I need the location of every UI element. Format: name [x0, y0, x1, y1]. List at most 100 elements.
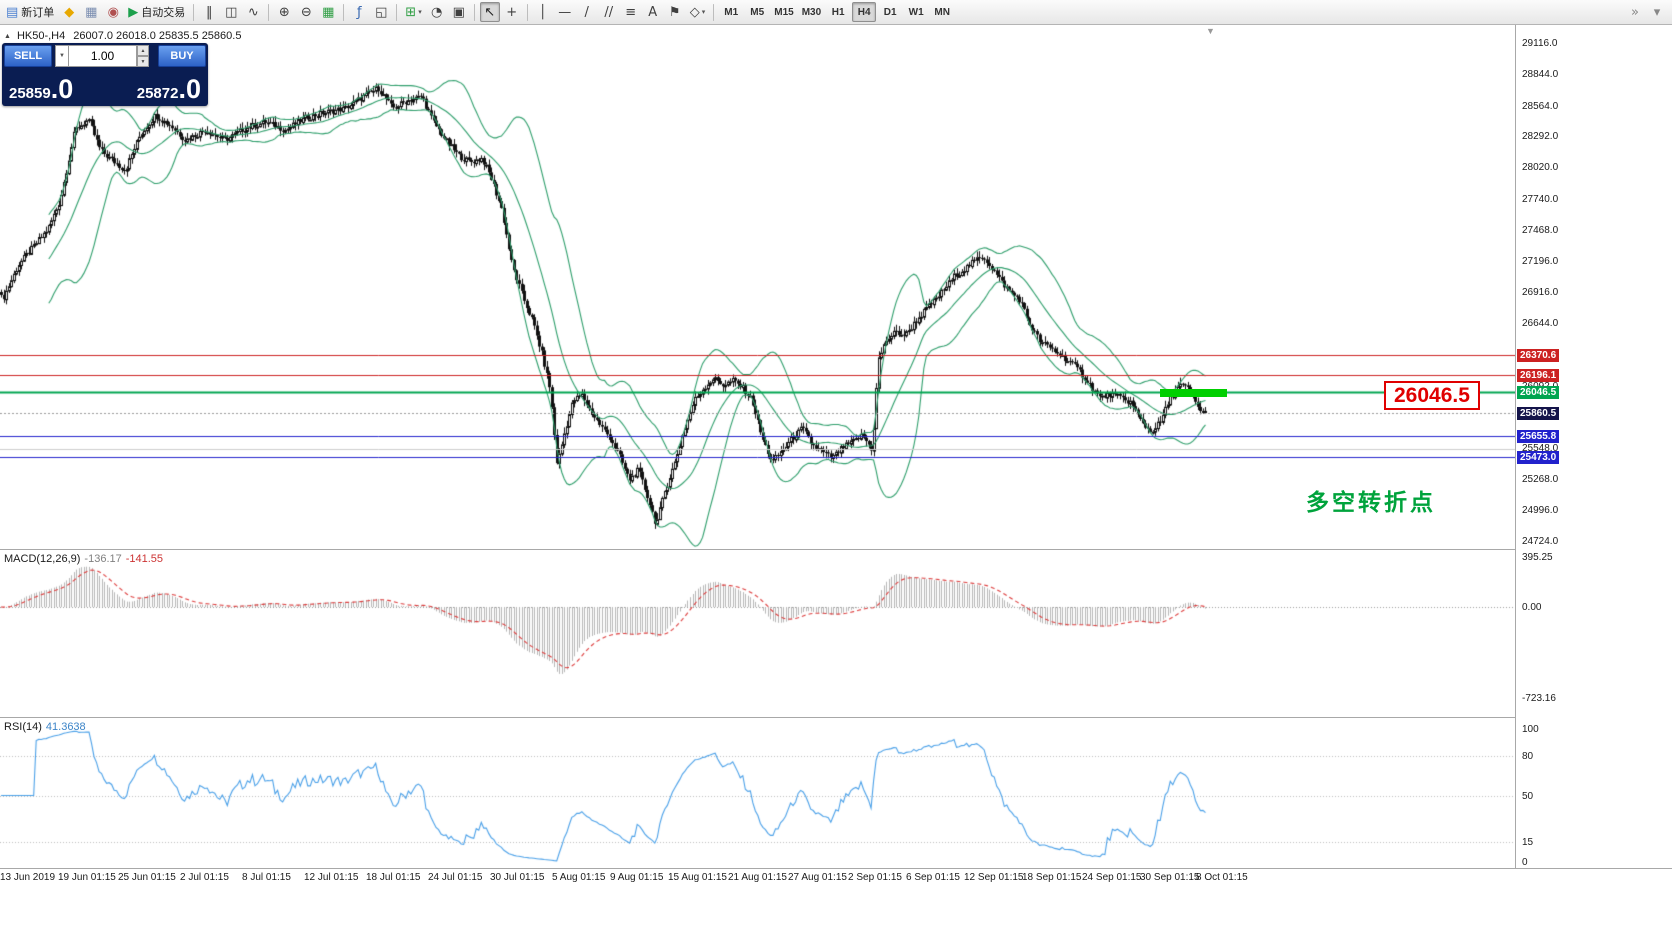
timeframe-h1[interactable]: H1 — [831, 6, 845, 18]
tile-windows-icon-glyph: ◱ — [375, 4, 388, 20]
timeframe-h4[interactable]: H4 — [852, 2, 877, 22]
toolbar-overflow-icon[interactable]: » — [1631, 4, 1639, 20]
volume-decrease-button[interactable]: ▼ — [137, 56, 149, 67]
date-label: 30 Jul 01:15 — [490, 872, 545, 883]
macd-axis-label: 0.00 — [1522, 602, 1542, 613]
text-icon[interactable]: A — [643, 2, 663, 22]
price-line-tag: 25473.0 — [1517, 450, 1560, 464]
trend-note-text[interactable]: 多空转折点 — [1306, 489, 1436, 515]
date-label: 12 Sep 01:15 — [964, 872, 1024, 883]
trendline-icon[interactable]: / — [577, 2, 597, 22]
pivot-highlight-segment[interactable] — [1160, 389, 1227, 397]
date-label: 19 Jun 01:15 — [58, 872, 116, 883]
auto-trade-grid-icon[interactable]: ▦ — [318, 2, 338, 22]
one-click-collapse-icon[interactable]: ▲ — [4, 32, 11, 40]
panel-separator[interactable] — [0, 717, 1672, 718]
add-object-icon[interactable]: ⊞ ▾ — [402, 2, 424, 22]
chart-ohlc-text: 26007.0 26018.0 25835.5 25860.5 — [73, 30, 242, 42]
rsi-axis-label: 15 — [1522, 837, 1534, 849]
macd-canvas[interactable] — [0, 550, 1515, 717]
rsi-canvas[interactable] — [0, 718, 1515, 868]
dropdown-caret-icon: ▾ — [418, 9, 422, 16]
horizontal-line-icon[interactable]: — — [555, 2, 575, 22]
chart-properties-icon-glyph: ▣ — [452, 4, 465, 20]
vertical-line-icon[interactable]: │ — [533, 2, 553, 22]
date-label: 24 Jul 01:15 — [428, 872, 483, 883]
price-line-tag: 26046.5 — [1517, 385, 1560, 399]
line-chart-icon[interactable]: ∿ — [243, 2, 263, 22]
shapes-icon[interactable]: ◇ ▾ — [687, 2, 709, 22]
terminal-icon[interactable]: ▦ — [81, 2, 101, 22]
text-icon-glyph: A — [648, 4, 658, 20]
chart-properties-icon[interactable]: ▣ — [449, 2, 469, 22]
cursor-icon[interactable]: ↖ — [479, 2, 500, 22]
price-line-tag: 25655.8 — [1517, 429, 1560, 443]
community-icon-glyph: ◉ — [107, 4, 119, 20]
date-label: 18 Sep 01:15 — [1022, 872, 1082, 883]
crosshair-icon[interactable]: + — [502, 2, 522, 22]
macd-axis-label: -723.16 — [1522, 693, 1556, 705]
auto-trade-grid-icon-glyph: ▦ — [322, 4, 335, 20]
community-icon[interactable]: ◉ — [103, 2, 123, 22]
autotrading-button[interactable]: ▶ 自动交易 — [128, 4, 186, 20]
fibonacci-icon[interactable]: ≡ — [621, 2, 641, 22]
timeframe-m1[interactable]: M1 — [724, 6, 739, 18]
date-label: 6 Sep 01:15 — [906, 872, 960, 883]
date-label: 27 Aug 01:15 — [788, 872, 847, 883]
volume-stepper: ▲ ▼ — [137, 45, 149, 67]
shapes-icon-glyph: ◇ — [689, 4, 700, 20]
text-label-icon[interactable]: ⚑ — [665, 2, 685, 22]
period-clock-icon[interactable]: ◔ — [427, 2, 447, 22]
macd-axis-label: 395.25 — [1522, 552, 1553, 563]
chart-shift-icon[interactable]: ▼ — [1206, 26, 1215, 36]
new-order-glyph: ▤ — [6, 4, 19, 20]
volume-increase-button[interactable]: ▲ — [137, 45, 149, 56]
fibonacci-icon-glyph: ≡ — [625, 4, 637, 20]
period-clock-icon-glyph: ◔ — [431, 4, 443, 20]
toolbar-separator — [343, 3, 345, 21]
bar-chart-icon[interactable]: ‖ — [199, 2, 219, 22]
new-order-button[interactable]: ▤ 新订单 — [6, 4, 55, 20]
zoom-in-icon[interactable]: ⊕ — [274, 2, 294, 22]
mql-market-icon[interactable]: ◆ — [59, 2, 79, 22]
trendline-icon-glyph: / — [584, 4, 589, 20]
autotrading-glyph: ▶ — [128, 4, 139, 20]
channel-icon[interactable]: // — [599, 2, 619, 22]
timeframe-w1[interactable]: W1 — [908, 6, 924, 18]
panel-separator[interactable] — [0, 549, 1672, 550]
candlestick-chart-icon[interactable]: ◫ — [221, 2, 241, 22]
price-tick-label: 26644.0 — [1522, 318, 1559, 330]
buy-button[interactable]: BUY — [158, 45, 206, 67]
toolbar-right-icons: » ▾ — [1624, 2, 1668, 22]
date-label: 8 Jul 01:15 — [242, 872, 291, 883]
price-chart-canvas[interactable] — [0, 25, 1515, 549]
terminal-icon-glyph: ▦ — [85, 4, 98, 20]
rsi-label: RSI(14) 41.3638 — [4, 721, 86, 733]
timeframe-mn[interactable]: MN — [934, 6, 950, 18]
crosshair-icon-glyph: + — [506, 4, 518, 20]
indicators-icon[interactable]: ƒ — [349, 2, 369, 22]
timeframe-m30[interactable]: M30 — [801, 6, 822, 18]
timeframe-d1[interactable]: D1 — [883, 6, 897, 18]
date-label: 9 Aug 01:15 — [610, 872, 664, 883]
price-line-tag: 26196.1 — [1517, 368, 1560, 382]
line-chart-icon-glyph: ∿ — [247, 4, 259, 20]
bar-chart-icon-glyph: ‖ — [206, 4, 213, 20]
volume-input[interactable]: 1.00 — [69, 45, 137, 67]
time-scale[interactable]: 13 Jun 2019 19 Jun 01:15 25 Jun 01:15 2 Jul… — [0, 869, 1515, 889]
bid-price: 25859.0 — [9, 74, 74, 104]
tile-windows-icon[interactable]: ◱ — [371, 2, 391, 22]
timeframe-m15[interactable]: M15 — [774, 6, 794, 18]
sell-button[interactable]: SELL — [4, 45, 52, 67]
pivot-price-callout[interactable]: 26046.5 — [1384, 381, 1480, 410]
price-tick-label: 24724.0 — [1522, 535, 1559, 547]
timeframe-m5[interactable]: M5 — [750, 6, 765, 18]
date-label: 13 Jun 2019 — [0, 872, 56, 883]
toolbar-separator — [193, 3, 195, 21]
dropdown-caret-icon: ▾ — [701, 9, 706, 16]
zoom-out-icon[interactable]: ⊖ — [296, 2, 316, 22]
volume-dropdown-button[interactable]: ▼ — [55, 45, 69, 67]
toolbar-options-icon[interactable]: ▾ — [1653, 4, 1661, 20]
price-scale[interactable]: 29116.0 28844.0 28564.0 28292.0 28020.0 27740… — [1515, 25, 1672, 868]
